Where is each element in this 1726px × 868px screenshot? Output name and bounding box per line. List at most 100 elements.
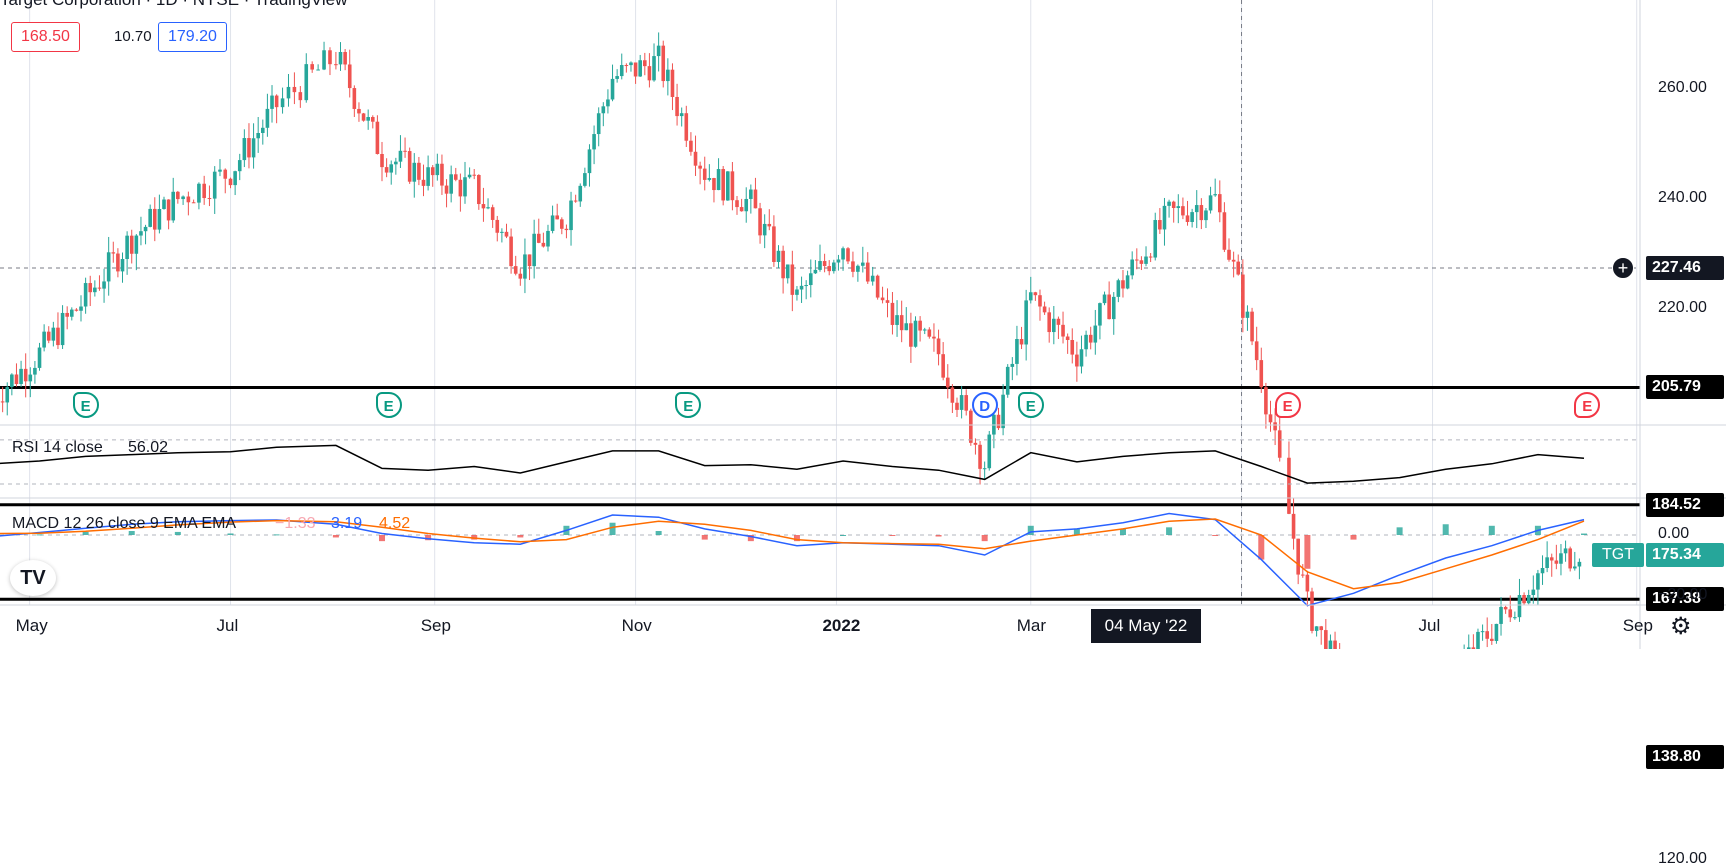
candle-body xyxy=(643,60,647,67)
buy-price-box[interactable]: 179.20 xyxy=(158,22,227,52)
candle-body xyxy=(1485,631,1489,639)
candle-body xyxy=(1171,201,1176,209)
candle-body xyxy=(1245,311,1250,318)
candle-body xyxy=(384,167,389,173)
candle-body xyxy=(601,106,606,114)
candle-body xyxy=(1287,457,1291,514)
candle-body xyxy=(1065,336,1070,341)
candle-body xyxy=(56,327,60,346)
rsi-legend-label[interactable]: RSI 14 close xyxy=(12,439,103,456)
candle-body xyxy=(1213,194,1217,196)
candle-body xyxy=(280,98,285,108)
candle-body xyxy=(270,95,274,109)
candle-body xyxy=(116,253,120,272)
candle-body xyxy=(1190,212,1194,222)
candle-body xyxy=(134,235,139,254)
macd-hist-bar xyxy=(1166,527,1173,535)
earnings-marker[interactable]: E xyxy=(1017,392,1044,418)
candle-body xyxy=(449,174,453,194)
earnings-marker[interactable]: E xyxy=(675,392,702,418)
candle-body xyxy=(256,132,260,139)
candle-body xyxy=(1047,312,1052,333)
gear-icon[interactable]: ⚙ xyxy=(1670,613,1692,640)
chart-canvas[interactable] xyxy=(0,0,1726,649)
candle-body xyxy=(0,401,5,403)
macd-hist-bar xyxy=(174,531,181,535)
candle-body xyxy=(564,228,569,231)
candle-body xyxy=(913,320,918,347)
candle-body xyxy=(1052,318,1056,333)
candle-body xyxy=(1135,259,1139,261)
candle-body xyxy=(762,223,767,236)
horizontal-levels[interactable] xyxy=(0,385,1640,649)
earnings-marker[interactable]: E xyxy=(72,392,99,418)
candle-body xyxy=(322,50,326,70)
candle-body xyxy=(895,315,899,325)
candle-body xyxy=(212,171,217,199)
candle-body xyxy=(781,250,785,279)
candle-body xyxy=(1559,553,1563,564)
sell-price-box[interactable]: 168.50 xyxy=(11,22,80,52)
candle-body xyxy=(982,468,987,470)
candle-body xyxy=(60,312,65,346)
candle-body xyxy=(587,149,592,174)
candle-body xyxy=(1084,334,1088,350)
candle-body xyxy=(228,178,233,186)
add-alert-icon[interactable]: + xyxy=(1612,257,1634,279)
time-tick-label: Mar xyxy=(1016,616,1047,635)
candle-body xyxy=(875,275,880,298)
candle-body xyxy=(316,69,320,71)
candle-body xyxy=(941,354,945,378)
candle-body xyxy=(1545,557,1549,569)
macd-legend-label[interactable]: MACD 12 26 close 9 EMA EMA xyxy=(12,515,237,532)
time-tick-label: Nov xyxy=(621,616,652,635)
candle-body xyxy=(546,230,550,247)
candle-body xyxy=(1250,311,1254,342)
earnings-marker[interactable]: E xyxy=(1574,392,1601,418)
candle-body xyxy=(904,323,909,331)
chart-title-partial: Target Corporation · 1D · NYSE · Trading… xyxy=(0,0,347,10)
candle-body xyxy=(596,113,601,135)
dividend-marker[interactable]: D xyxy=(971,392,998,418)
candle-body xyxy=(237,160,242,172)
macd-hist-bar xyxy=(793,535,800,542)
macd-hist-bar xyxy=(1027,525,1034,535)
candle-body xyxy=(500,231,504,233)
macd-hist-bar xyxy=(517,535,524,538)
candle-body xyxy=(1079,349,1084,367)
candle-body xyxy=(1181,206,1185,216)
macd-hist-bar xyxy=(379,535,386,542)
candle-body xyxy=(1254,341,1259,361)
candle-body xyxy=(1305,574,1310,592)
candle-body xyxy=(661,45,666,82)
candle-body xyxy=(1268,414,1273,423)
candle-body xyxy=(1194,205,1199,213)
candle-body xyxy=(83,283,88,307)
candle-body xyxy=(945,377,950,388)
candle-body xyxy=(430,167,435,176)
candle-body xyxy=(1300,574,1305,576)
candle-body xyxy=(1015,338,1019,364)
earnings-marker[interactable]: E xyxy=(375,392,402,418)
candle-body xyxy=(1010,363,1015,367)
candle-body xyxy=(744,198,749,212)
candle-body xyxy=(532,233,536,267)
candle-body xyxy=(679,113,684,117)
candle-body xyxy=(435,163,440,176)
candle-body xyxy=(233,171,237,186)
candle-body xyxy=(693,151,698,166)
candle-body xyxy=(509,236,513,267)
time-tick-label: Jul xyxy=(216,616,239,635)
macd-hist-bar xyxy=(655,531,662,535)
level-label-167: 167.38 xyxy=(1646,587,1724,612)
candle-body xyxy=(186,196,191,203)
earnings-marker[interactable]: E xyxy=(1274,392,1301,418)
candle-body xyxy=(328,50,332,65)
candle-body xyxy=(88,283,93,293)
candle-body xyxy=(932,336,936,339)
candle-body xyxy=(1070,340,1075,355)
candle-body xyxy=(550,215,555,231)
macd-signal-value: 4.52 xyxy=(379,515,411,532)
price-tick-label: 240.00 xyxy=(1658,188,1707,206)
tradingview-logo[interactable]: TV xyxy=(10,560,56,596)
